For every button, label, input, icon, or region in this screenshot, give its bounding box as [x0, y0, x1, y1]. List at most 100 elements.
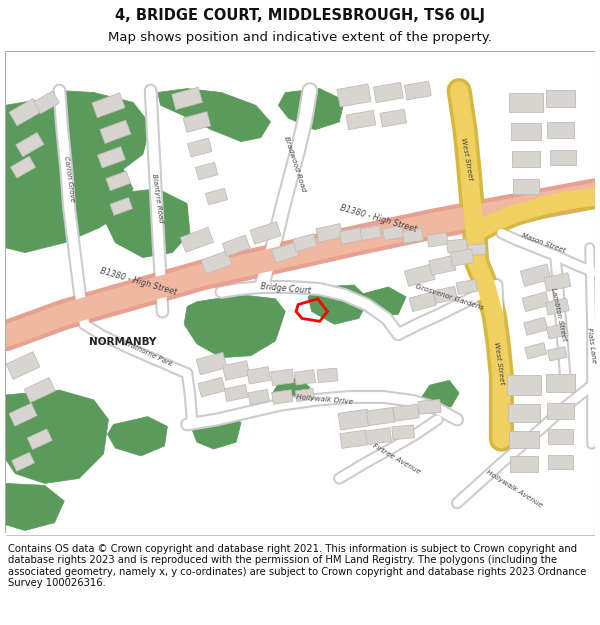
FancyBboxPatch shape: [34, 91, 59, 114]
FancyBboxPatch shape: [106, 171, 131, 191]
FancyBboxPatch shape: [183, 112, 211, 132]
Polygon shape: [104, 189, 190, 258]
FancyBboxPatch shape: [338, 409, 370, 430]
FancyBboxPatch shape: [507, 376, 541, 395]
FancyBboxPatch shape: [223, 361, 250, 380]
FancyBboxPatch shape: [27, 429, 52, 449]
FancyBboxPatch shape: [404, 264, 435, 286]
FancyBboxPatch shape: [294, 369, 316, 385]
FancyBboxPatch shape: [547, 323, 568, 339]
Polygon shape: [278, 89, 344, 130]
FancyBboxPatch shape: [9, 403, 37, 426]
Text: Grosvenor Gardens: Grosvenor Gardens: [415, 283, 484, 311]
Text: NORMANBY: NORMANBY: [89, 337, 156, 347]
FancyBboxPatch shape: [547, 122, 574, 138]
Polygon shape: [422, 380, 459, 409]
Text: Lambton Street: Lambton Street: [550, 287, 567, 342]
Polygon shape: [184, 295, 285, 358]
FancyBboxPatch shape: [524, 318, 548, 335]
Polygon shape: [308, 285, 369, 324]
Text: Contains OS data © Crown copyright and database right 2021. This information is : Contains OS data © Crown copyright and d…: [8, 544, 586, 588]
FancyBboxPatch shape: [427, 232, 448, 247]
FancyBboxPatch shape: [409, 292, 436, 311]
FancyBboxPatch shape: [100, 120, 131, 143]
FancyBboxPatch shape: [271, 369, 294, 386]
Polygon shape: [5, 390, 109, 483]
FancyBboxPatch shape: [513, 179, 539, 194]
Text: West Street: West Street: [460, 138, 473, 181]
FancyBboxPatch shape: [196, 162, 218, 180]
FancyBboxPatch shape: [198, 378, 225, 397]
FancyBboxPatch shape: [201, 251, 232, 274]
Text: Bridge Court: Bridge Court: [260, 282, 311, 296]
FancyBboxPatch shape: [346, 111, 376, 129]
FancyBboxPatch shape: [447, 239, 467, 252]
FancyBboxPatch shape: [509, 431, 539, 447]
FancyBboxPatch shape: [340, 430, 368, 448]
Polygon shape: [5, 483, 64, 531]
FancyBboxPatch shape: [10, 156, 35, 178]
FancyBboxPatch shape: [224, 384, 248, 401]
Text: Firtree Avenue: Firtree Avenue: [371, 442, 421, 475]
FancyBboxPatch shape: [456, 279, 478, 294]
FancyBboxPatch shape: [380, 109, 407, 127]
FancyBboxPatch shape: [550, 150, 576, 164]
FancyBboxPatch shape: [11, 452, 34, 471]
Polygon shape: [5, 101, 133, 252]
FancyBboxPatch shape: [272, 390, 293, 404]
FancyBboxPatch shape: [512, 151, 539, 167]
Polygon shape: [272, 378, 310, 405]
FancyBboxPatch shape: [545, 374, 575, 392]
Text: 4, BRIDGE COURT, MIDDLESBROUGH, TS6 0LJ: 4, BRIDGE COURT, MIDDLESBROUGH, TS6 0LJ: [115, 8, 485, 23]
FancyBboxPatch shape: [317, 368, 338, 382]
FancyBboxPatch shape: [467, 244, 486, 256]
FancyBboxPatch shape: [367, 408, 395, 426]
FancyBboxPatch shape: [365, 428, 392, 445]
FancyBboxPatch shape: [206, 188, 227, 205]
FancyBboxPatch shape: [337, 84, 371, 107]
FancyBboxPatch shape: [392, 425, 415, 439]
Text: Bradwood Road: Bradwood Road: [283, 136, 307, 192]
FancyBboxPatch shape: [6, 352, 40, 379]
FancyBboxPatch shape: [181, 228, 214, 253]
Polygon shape: [158, 89, 271, 142]
FancyBboxPatch shape: [544, 272, 571, 291]
FancyBboxPatch shape: [520, 264, 551, 286]
FancyBboxPatch shape: [248, 389, 269, 404]
FancyBboxPatch shape: [510, 456, 538, 472]
FancyBboxPatch shape: [360, 226, 382, 241]
FancyBboxPatch shape: [545, 298, 569, 315]
FancyBboxPatch shape: [393, 404, 419, 421]
FancyBboxPatch shape: [404, 81, 431, 100]
FancyBboxPatch shape: [92, 93, 125, 118]
FancyBboxPatch shape: [509, 92, 543, 112]
FancyBboxPatch shape: [418, 399, 441, 414]
Polygon shape: [357, 287, 406, 316]
FancyBboxPatch shape: [547, 403, 574, 419]
FancyBboxPatch shape: [373, 82, 403, 102]
FancyBboxPatch shape: [196, 352, 227, 375]
FancyBboxPatch shape: [295, 388, 314, 402]
FancyBboxPatch shape: [511, 124, 541, 140]
FancyBboxPatch shape: [339, 228, 363, 244]
FancyBboxPatch shape: [525, 342, 547, 359]
FancyBboxPatch shape: [548, 347, 567, 361]
FancyBboxPatch shape: [316, 224, 343, 243]
Text: West Street: West Street: [493, 342, 505, 386]
FancyBboxPatch shape: [429, 256, 456, 275]
FancyBboxPatch shape: [172, 88, 202, 109]
FancyBboxPatch shape: [293, 234, 317, 252]
FancyBboxPatch shape: [98, 147, 125, 168]
FancyBboxPatch shape: [545, 89, 575, 107]
Polygon shape: [43, 91, 151, 177]
FancyBboxPatch shape: [222, 235, 250, 256]
FancyBboxPatch shape: [508, 404, 539, 421]
Text: Hollywalk Avenue: Hollywalk Avenue: [485, 469, 544, 508]
Text: Flats Lane: Flats Lane: [586, 328, 597, 364]
Text: Blantyre Road: Blantyre Road: [151, 174, 164, 224]
Polygon shape: [192, 412, 241, 449]
FancyBboxPatch shape: [450, 249, 474, 266]
Text: Crathorne Park: Crathorne Park: [122, 340, 173, 367]
FancyBboxPatch shape: [110, 198, 133, 216]
Text: Map shows position and indicative extent of the property.: Map shows position and indicative extent…: [108, 31, 492, 44]
